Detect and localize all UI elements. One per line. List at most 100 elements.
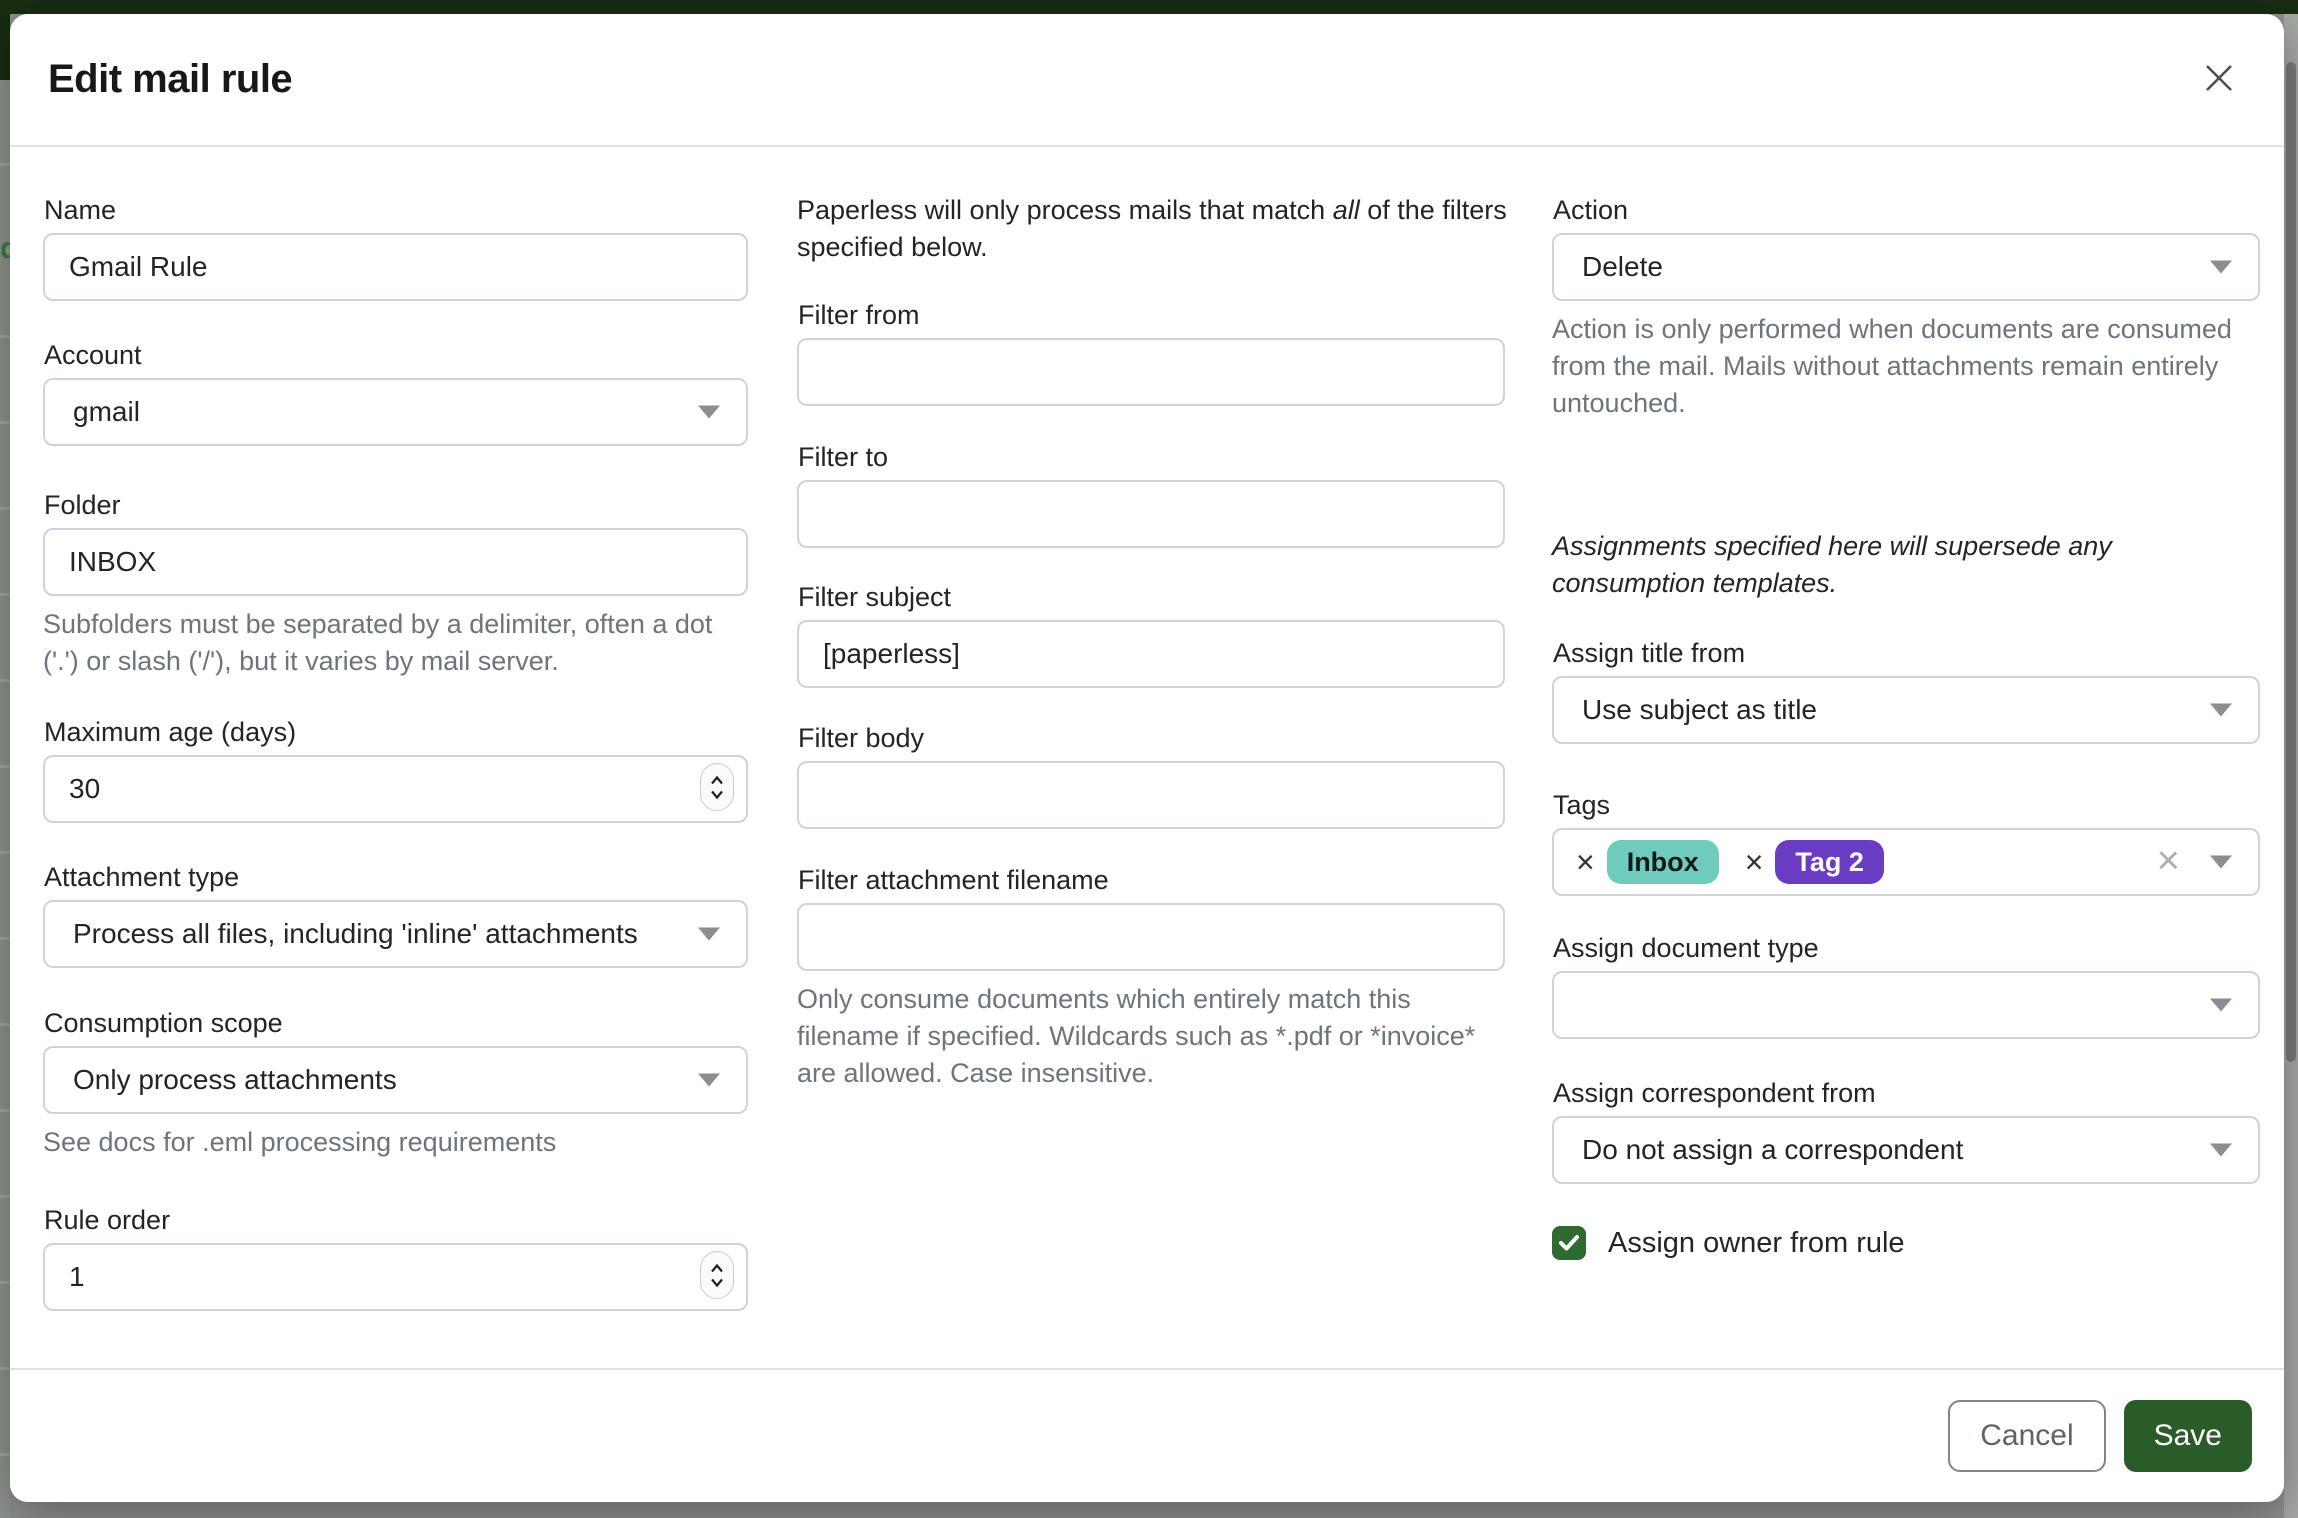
- page-scrollbar-thumb[interactable]: [2286, 62, 2296, 1062]
- field-consumption-scope: Consumption scope Only process attachmen…: [43, 1008, 748, 1161]
- field-assign-title: Assign title from Use subject as title: [1552, 638, 2260, 744]
- stepper-up-icon: [711, 1263, 723, 1272]
- consumption-scope-value: Only process attachments: [73, 1064, 397, 1095]
- folder-label: Folder: [44, 490, 121, 520]
- filter-body-label: Filter body: [798, 723, 925, 753]
- filter-filename-label: Filter attachment filename: [798, 865, 1109, 895]
- assign-correspondent-label: Assign correspondent from: [1553, 1078, 1876, 1108]
- rule-order-label: Rule order: [44, 1205, 171, 1235]
- chevron-down-icon: [698, 405, 720, 419]
- page-header-bar: [0, 0, 2298, 14]
- field-attachment-type: Attachment type Process all files, inclu…: [43, 862, 748, 968]
- assign-document-type-select[interactable]: [1552, 971, 2260, 1039]
- chevron-down-icon: [698, 927, 720, 941]
- action-value: Delete: [1582, 251, 1663, 282]
- filter-subject-input[interactable]: [797, 620, 1505, 688]
- attachment-type-value: Process all files, including 'inline' at…: [73, 918, 638, 949]
- cancel-button[interactable]: Cancel: [1948, 1400, 2106, 1472]
- tags-multiselect[interactable]: × Inbox × Tag 2 ×: [1552, 828, 2260, 896]
- field-folder: Folder Subfolders must be separated by a…: [43, 490, 748, 680]
- remove-tag-icon[interactable]: ×: [1576, 844, 1595, 880]
- filters-intro-emphasis: all: [1332, 195, 1360, 225]
- assign-correspondent-select[interactable]: Do not assign a correspondent: [1552, 1116, 2260, 1184]
- action-help-text: Action is only performed when documents …: [1552, 314, 2232, 418]
- field-rule-order: Rule order: [43, 1205, 748, 1311]
- assign-owner-label[interactable]: Assign owner from rule: [1608, 1226, 1905, 1259]
- field-filter-filename: Filter attachment filename Only consume …: [797, 865, 1505, 1092]
- filter-from-input[interactable]: [797, 338, 1505, 406]
- filter-subject-label: Filter subject: [798, 582, 952, 612]
- chevron-down-icon: [2210, 1143, 2232, 1157]
- field-name: Name: [43, 195, 748, 301]
- max-age-stepper[interactable]: [700, 763, 734, 811]
- close-icon: [2200, 59, 2238, 100]
- field-tags: Tags × Inbox × Tag 2 ×: [1552, 790, 2260, 896]
- field-filter-subject: Filter subject: [797, 582, 1505, 688]
- filter-to-label: Filter to: [798, 442, 889, 472]
- field-assign-correspondent: Assign correspondent from Do not assign …: [1552, 1078, 2260, 1184]
- action-label: Action: [1553, 195, 1629, 225]
- filter-to-input[interactable]: [797, 480, 1505, 548]
- assign-correspondent-value: Do not assign a correspondent: [1582, 1134, 1964, 1165]
- tags-label: Tags: [1553, 790, 1611, 820]
- chevron-down-icon: [698, 1073, 720, 1087]
- rule-order-stepper[interactable]: [700, 1251, 734, 1299]
- filter-from-label: Filter from: [798, 300, 920, 330]
- consumption-scope-select[interactable]: Only process attachments: [43, 1046, 748, 1114]
- assign-title-label: Assign title from: [1553, 638, 1746, 668]
- rule-order-input[interactable]: [43, 1243, 748, 1311]
- field-filter-to: Filter to: [797, 442, 1505, 548]
- tag-badge: Inbox: [1606, 840, 1719, 884]
- dialog-header: Edit mail rule: [10, 14, 2284, 147]
- assign-title-select[interactable]: Use subject as title: [1552, 676, 2260, 744]
- attachment-type-select[interactable]: Process all files, including 'inline' at…: [43, 900, 748, 968]
- page-header-left-edge: [0, 0, 10, 80]
- dialog-footer: Cancel Save: [10, 1368, 2284, 1502]
- page-scrollbar-track: [2284, 14, 2298, 1518]
- assign-owner-checkbox[interactable]: [1552, 1226, 1586, 1260]
- name-input[interactable]: [43, 233, 748, 301]
- clear-tags-icon[interactable]: ×: [2156, 838, 2180, 883]
- stepper-up-icon: [711, 775, 723, 784]
- stepper-down-icon: [711, 1278, 723, 1287]
- chevron-down-icon: [2210, 998, 2232, 1012]
- close-button[interactable]: [2192, 51, 2246, 108]
- attachment-type-label: Attachment type: [44, 862, 240, 892]
- assign-owner-row: Assign owner from rule: [1552, 1226, 1905, 1260]
- chevron-down-icon: [2210, 855, 2232, 869]
- stepper-down-icon: [711, 790, 723, 799]
- tag-badge: Tag 2: [1775, 840, 1884, 884]
- account-label: Account: [44, 340, 142, 370]
- field-filter-from: Filter from: [797, 300, 1505, 406]
- assign-title-value: Use subject as title: [1582, 694, 1817, 725]
- account-select[interactable]: gmail: [43, 378, 748, 446]
- field-filter-body: Filter body: [797, 723, 1505, 829]
- checkmark-icon: [1559, 1235, 1579, 1251]
- background-text-fragment: d: [0, 232, 10, 265]
- edit-mail-rule-dialog: Edit mail rule Name Account gmail Folder…: [10, 14, 2284, 1502]
- folder-input[interactable]: [43, 528, 748, 596]
- folder-help-text: Subfolders must be separated by a delimi…: [43, 609, 713, 676]
- field-account: Account gmail: [43, 340, 748, 446]
- max-age-label: Maximum age (days): [44, 717, 297, 747]
- save-button[interactable]: Save: [2123, 1400, 2252, 1472]
- consumption-scope-help-text: See docs for .eml processing requirement…: [43, 1127, 557, 1157]
- filters-intro-text: Paperless will only process mails that m…: [797, 195, 1507, 262]
- filter-filename-help-text: Only consume documents which entirely ma…: [797, 984, 1476, 1088]
- chevron-down-icon: [2210, 703, 2232, 717]
- dialog-title: Edit mail rule: [48, 57, 293, 101]
- chevron-down-icon: [2210, 260, 2232, 274]
- account-value: gmail: [73, 396, 140, 427]
- field-assign-document-type: Assign document type: [1552, 933, 2260, 1039]
- max-age-input[interactable]: [43, 755, 748, 823]
- filter-body-input[interactable]: [797, 761, 1505, 829]
- field-max-age: Maximum age (days): [43, 717, 748, 823]
- filter-filename-input[interactable]: [797, 903, 1505, 971]
- action-select[interactable]: Delete: [1552, 233, 2260, 301]
- name-label: Name: [44, 195, 117, 225]
- consumption-scope-label: Consumption scope: [44, 1008, 283, 1038]
- assignments-note-text: Assignments specified here will supersed…: [1552, 531, 2112, 598]
- background-table-edge: [0, 80, 10, 1518]
- remove-tag-icon[interactable]: ×: [1744, 844, 1764, 880]
- field-action: Action Delete Action is only performed w…: [1552, 195, 2260, 422]
